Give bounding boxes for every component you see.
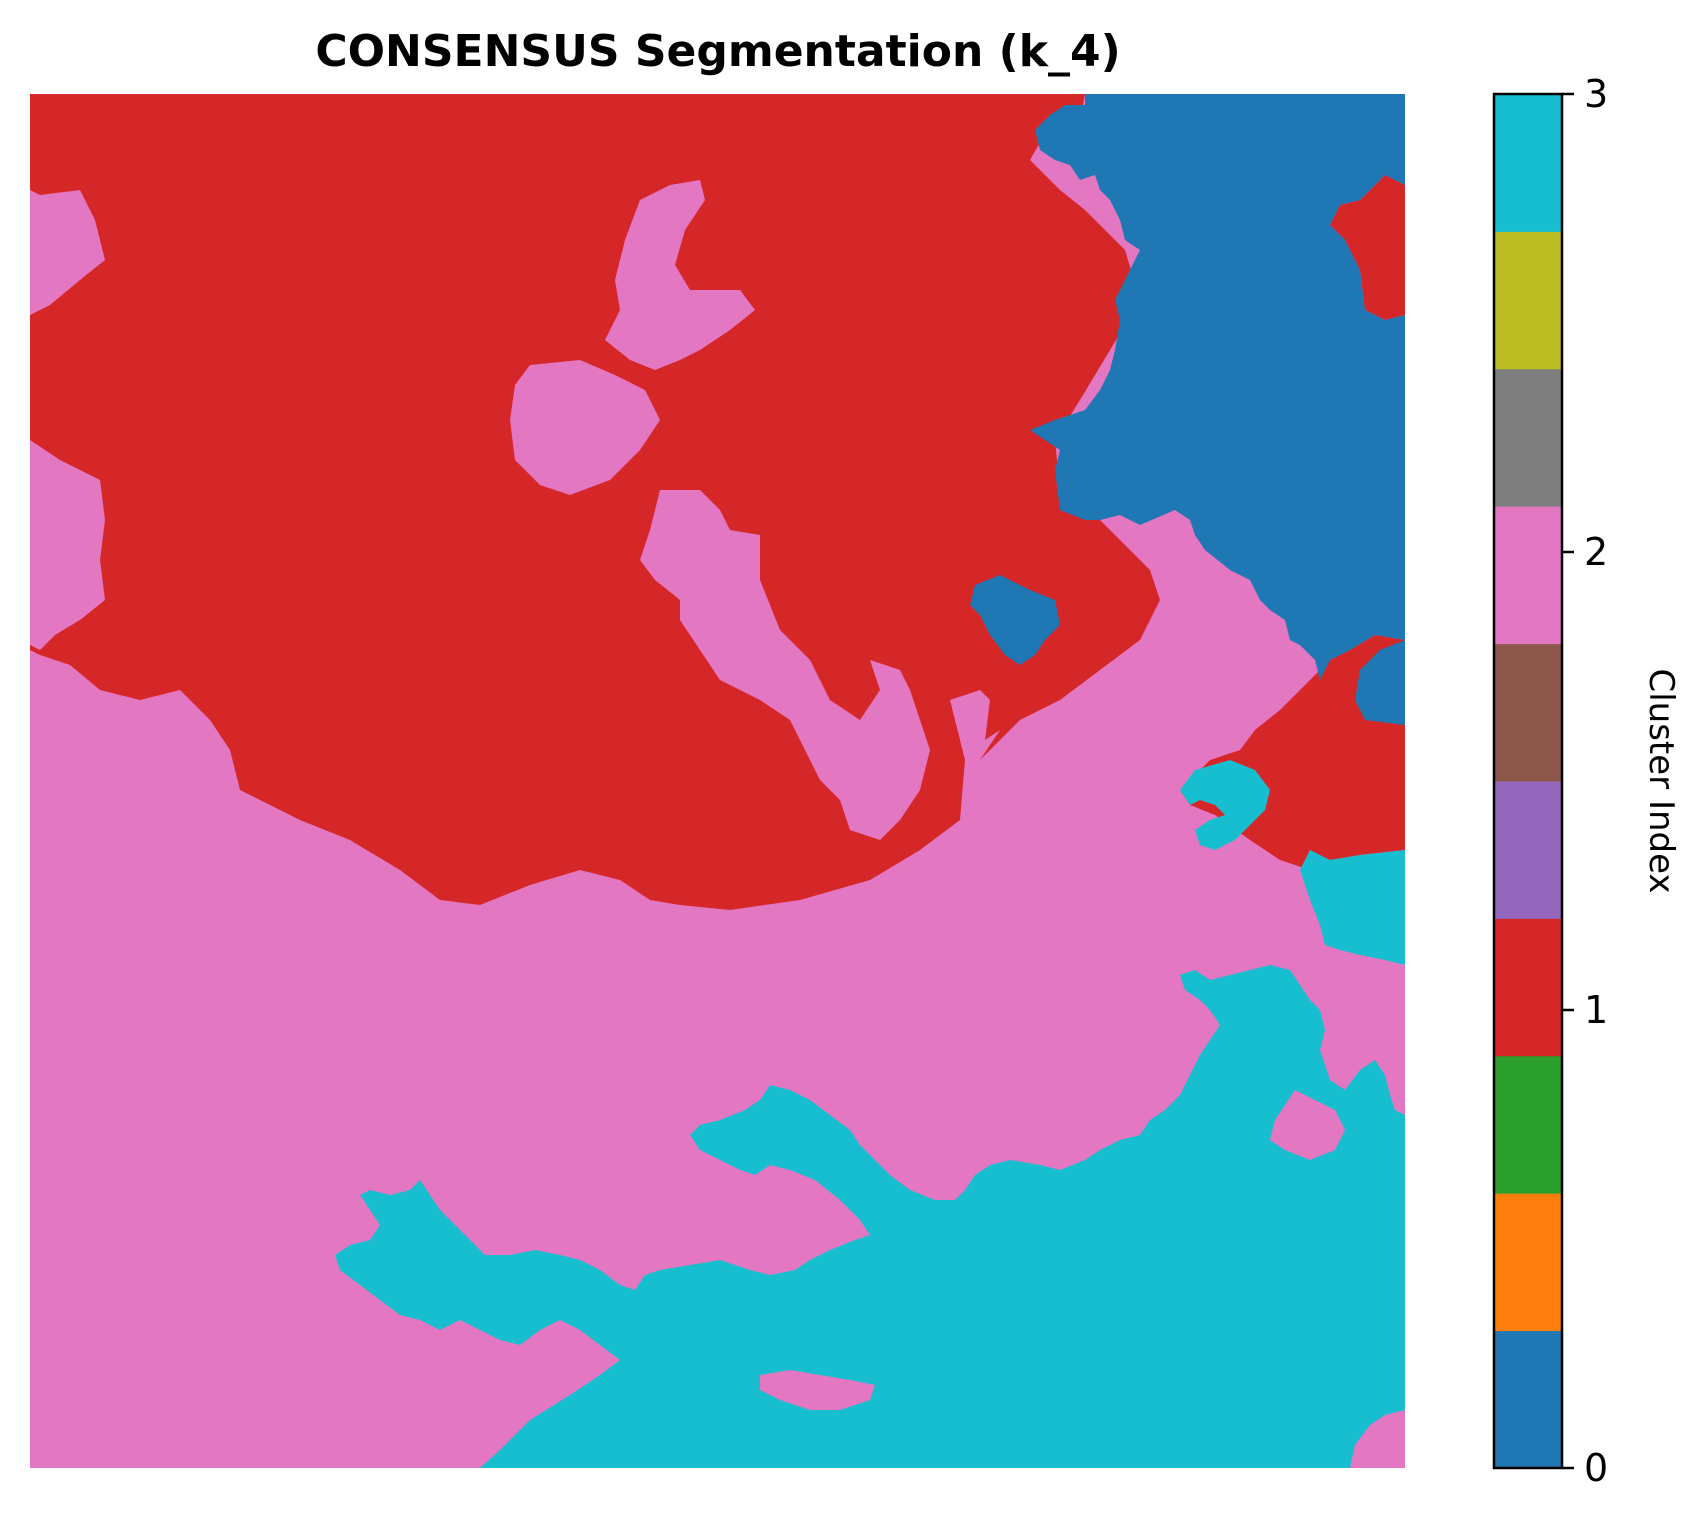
colorbar-tick-label: 3 bbox=[1584, 72, 1608, 116]
colorbar-tick-label: 0 bbox=[1584, 1446, 1608, 1490]
colorbar-segment bbox=[1494, 94, 1562, 232]
colorbar-label: Cluster Index bbox=[1641, 668, 1681, 893]
colorbar-segment bbox=[1494, 918, 1562, 1057]
colorbar-tick-label: 2 bbox=[1584, 530, 1608, 574]
region-cluster-3 bbox=[30, 760, 1405, 1468]
region-cluster-2 bbox=[760, 1090, 1405, 1468]
colorbar-frame bbox=[1492, 92, 1564, 1470]
colorbar: 0 1 2 3 Cluster Index bbox=[1492, 72, 1681, 1490]
colorbar-segment bbox=[1494, 231, 1562, 370]
chart-title: CONSENSUS Segmentation (k_4) bbox=[315, 26, 1120, 77]
colorbar-segment bbox=[1494, 781, 1562, 919]
colorbar-segment bbox=[1494, 1193, 1562, 1332]
segmentation-map bbox=[30, 94, 1405, 1468]
region-cluster-0 bbox=[1030, 94, 1405, 725]
colorbar-tick-label: 1 bbox=[1584, 988, 1608, 1032]
colorbar-segment bbox=[1494, 506, 1562, 645]
colorbar-segment bbox=[1494, 1330, 1562, 1469]
colorbar-segment bbox=[1494, 643, 1562, 782]
region-cluster-0 bbox=[970, 575, 1060, 665]
region-cluster-1 bbox=[30, 94, 1405, 910]
colorbar-segment bbox=[1494, 368, 1562, 507]
colorbar-segment bbox=[1494, 1055, 1562, 1194]
region-cluster-2 bbox=[30, 180, 930, 840]
